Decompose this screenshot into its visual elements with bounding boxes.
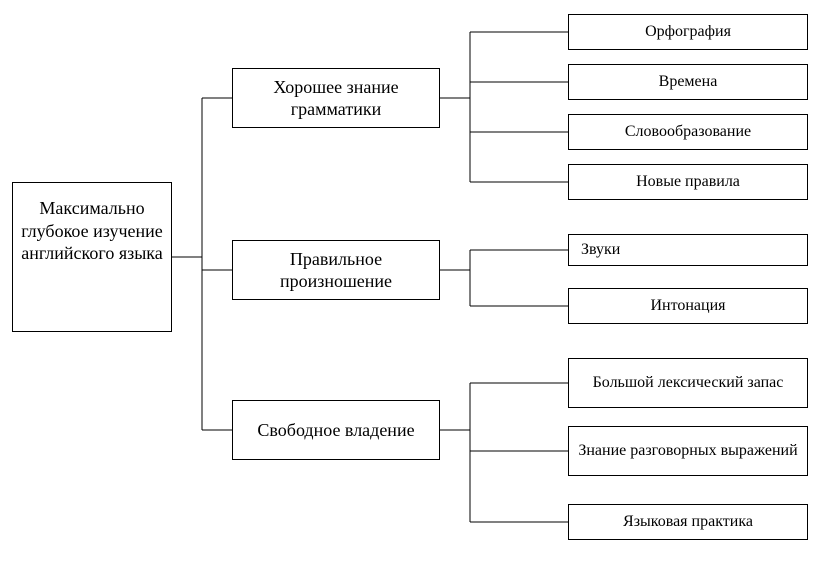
leaf-node: Времена xyxy=(568,64,808,100)
leaf-node: Словообразование xyxy=(568,114,808,150)
leaf-node: Знание разговорных выражений xyxy=(568,426,808,476)
leaf-node: Новые правила xyxy=(568,164,808,200)
leaf-node: Интонация xyxy=(568,288,808,324)
branch-node: Хорошее знание грамматики xyxy=(232,68,440,128)
leaf-node: Звуки xyxy=(568,234,808,266)
branch-node: Свободное владение xyxy=(232,400,440,460)
tree-diagram: Максимально глубокое изучение английског… xyxy=(0,0,829,565)
leaf-node: Языковая практика xyxy=(568,504,808,540)
root-node: Максимально глубокое изучение английског… xyxy=(12,182,172,332)
branch-node: Правильное произношение xyxy=(232,240,440,300)
leaf-node: Большой лексический запас xyxy=(568,358,808,408)
leaf-node: Орфография xyxy=(568,14,808,50)
